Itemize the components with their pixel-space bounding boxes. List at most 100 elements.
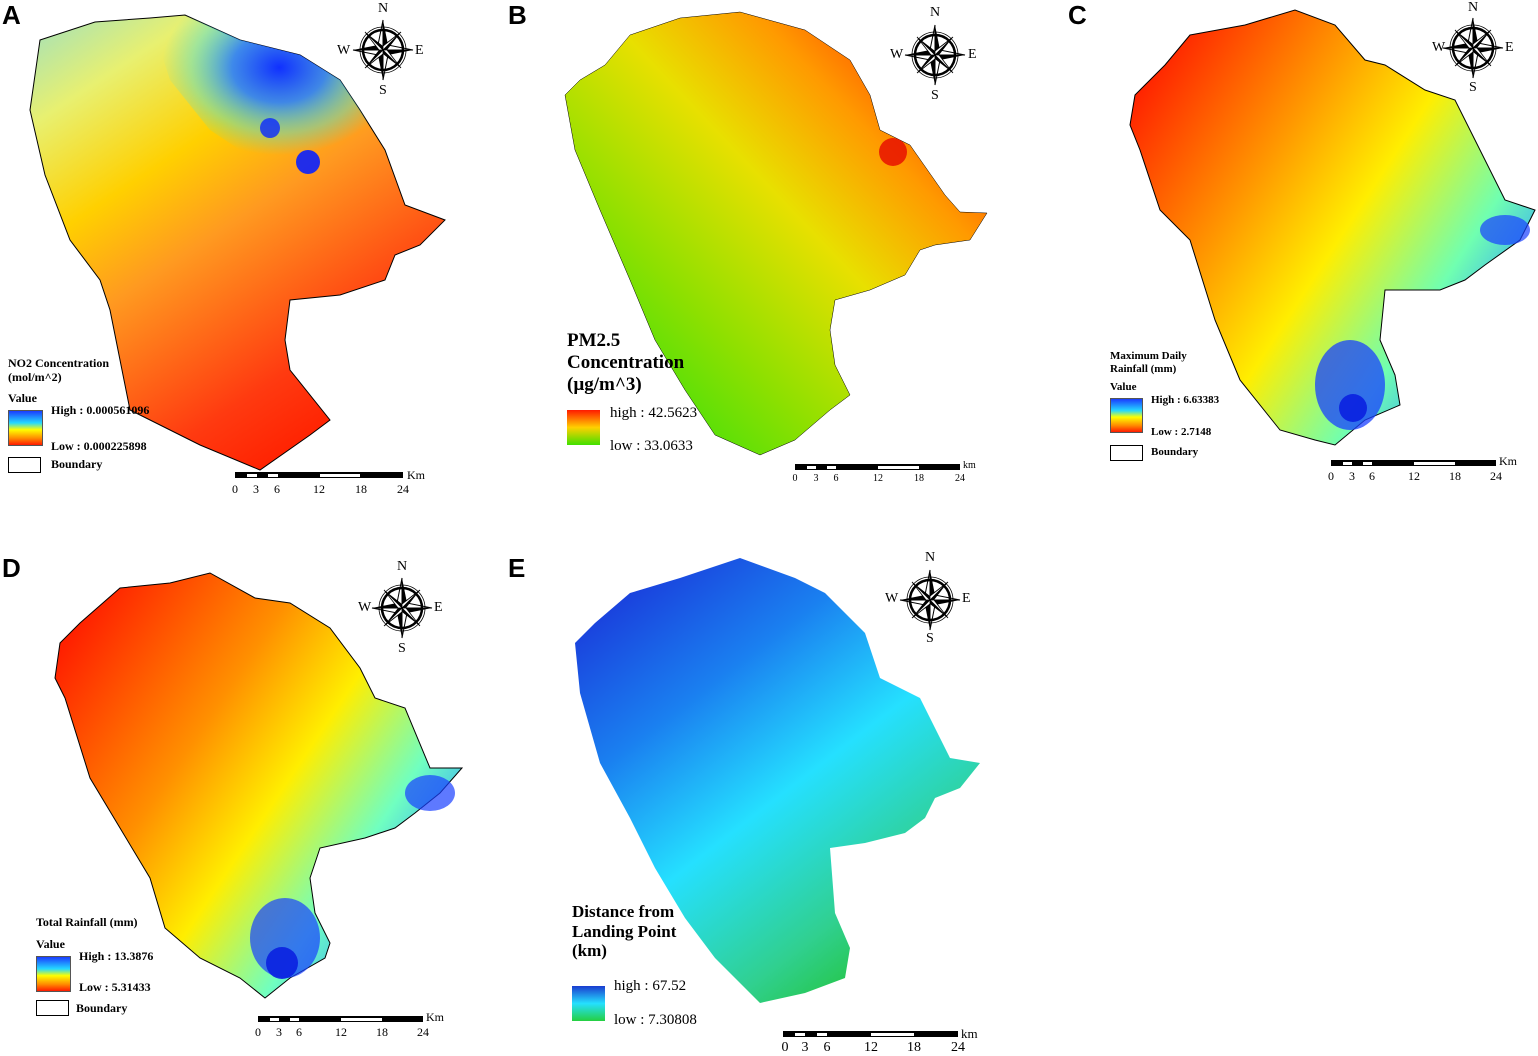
legend-low: Low : 5.31433 xyxy=(79,980,151,994)
scale-tick: 0 xyxy=(232,482,238,496)
compass-e: E xyxy=(968,47,977,62)
scale-bar: 0 3 6 12 18 24 km xyxy=(793,460,985,492)
panel-e: E N S E W Distance from Landing Point (k… xyxy=(505,548,1005,1055)
scale-tick: 3 xyxy=(813,473,819,484)
map-distance-landing-point xyxy=(575,558,980,1003)
compass-w: W xyxy=(337,43,351,58)
scale-tick: 6 xyxy=(296,1025,302,1039)
scale-tick: 12 xyxy=(864,1040,878,1055)
scale-tick: 24 xyxy=(1490,469,1502,483)
scale-unit: Km xyxy=(407,468,425,482)
panel-d: D N S E W Total Rainfall (mm) Value High… xyxy=(0,548,470,1048)
scale-tick: 6 xyxy=(823,1040,831,1055)
scale-tick: 3 xyxy=(276,1025,282,1039)
compass-w: W xyxy=(358,600,372,615)
panel-a: A N S E W NO2 Concentration (mol/m^2) Va… xyxy=(0,0,460,500)
scale-tick: 0 xyxy=(255,1025,261,1039)
legend-title: Distance from Landing Point (km) xyxy=(572,902,677,961)
compass-rose-icon: N S E W xyxy=(885,550,975,648)
scale-bar: 0 3 6 12 18 24 Km xyxy=(255,1010,458,1044)
legend-low: low : 33.0633 xyxy=(610,438,693,454)
scale-tick: 24 xyxy=(951,1040,965,1055)
scale-tick: 12 xyxy=(335,1025,347,1039)
legend-color-ramp xyxy=(567,410,600,445)
panel-c: C N S E W Maximum Daily Rainfall (mm) Va… xyxy=(1065,0,1538,500)
legend-boundary-swatch xyxy=(36,1000,69,1016)
compass-rose-icon: N S E W xyxy=(1430,0,1520,97)
map-max-daily-rainfall xyxy=(1129,9,1536,446)
compass-rose-icon: N S E W xyxy=(335,1,425,98)
compass-n: N xyxy=(925,550,936,565)
legend-low: Low : 0.000225898 xyxy=(51,439,147,453)
scale-tick: 18 xyxy=(355,482,367,496)
panel-label: B xyxy=(508,0,527,30)
legend-color-ramp xyxy=(1110,398,1143,433)
scale-tick: 6 xyxy=(1369,469,1375,483)
scale-tick: 3 xyxy=(253,482,259,496)
legend: Distance from Landing Point (km) high : … xyxy=(572,902,792,1032)
compass-e: E xyxy=(415,43,424,58)
legend: Total Rainfall (mm) Value High : 13.3876… xyxy=(36,915,236,1021)
scale-tick: 3 xyxy=(1349,469,1355,483)
compass-e: E xyxy=(1505,40,1514,55)
legend: Maximum Daily Rainfall (mm) Value High :… xyxy=(1110,350,1310,465)
legend-title: Total Rainfall (mm) xyxy=(36,915,138,929)
scale-bar: 0 3 6 12 18 24 Km xyxy=(1328,454,1531,488)
scale-unit: km xyxy=(963,460,976,471)
scale-unit: Km xyxy=(1499,454,1517,468)
scale-tick: 6 xyxy=(274,482,280,496)
legend-low: Low : 2.7148 xyxy=(1151,426,1212,438)
map-pm25 xyxy=(564,11,988,456)
legend-high: High : 6.63383 xyxy=(1151,394,1220,406)
compass-s: S xyxy=(398,641,406,656)
scale-tick: 18 xyxy=(907,1040,921,1055)
legend-title: Maximum Daily Rainfall (mm) xyxy=(1110,350,1187,375)
compass-n: N xyxy=(397,559,408,574)
scale-tick: 12 xyxy=(873,473,883,484)
map-total-rainfall xyxy=(54,572,464,999)
compass-s: S xyxy=(926,631,934,646)
scale-tick: 6 xyxy=(833,473,839,484)
legend-color-ramp xyxy=(36,956,71,992)
legend-high: High : 13.3876 xyxy=(79,949,154,963)
legend-high: high : 67.52 xyxy=(614,978,687,994)
compass-w: W xyxy=(885,591,899,606)
panel-label: E xyxy=(508,553,526,583)
compass-rose-icon: N S E W xyxy=(890,5,980,105)
legend-value-label: Value xyxy=(36,937,65,951)
compass-s: S xyxy=(379,83,387,98)
compass-e: E xyxy=(434,600,443,615)
scale-unit: Km xyxy=(426,1010,444,1024)
scale-bar: 0 3 6 12 18 24 Km xyxy=(232,468,435,500)
compass-e: E xyxy=(962,591,971,606)
legend-boundary-label: Boundary xyxy=(1151,446,1199,458)
compass-w: W xyxy=(1432,40,1446,55)
panel-b: B N S E W PM2.5 Concentration (µg/m^3) h… xyxy=(505,0,1005,500)
legend-high: high : 42.5623 xyxy=(610,405,698,421)
legend-boundary-label: Boundary xyxy=(76,1001,128,1015)
scale-tick: 24 xyxy=(417,1025,429,1039)
scale-tick: 3 xyxy=(801,1040,809,1055)
scale-tick: 12 xyxy=(313,482,325,496)
legend-boundary-swatch xyxy=(8,457,41,473)
compass-n: N xyxy=(930,5,941,20)
legend-low: low : 7.30808 xyxy=(614,1012,697,1028)
scale-tick: 18 xyxy=(376,1025,388,1039)
scale-tick: 18 xyxy=(1449,469,1461,483)
scale-tick: 18 xyxy=(914,473,924,484)
legend: NO2 Concentration (mol/m^2) Value High :… xyxy=(8,356,208,477)
scale-unit: km xyxy=(961,1026,978,1041)
panel-label: A xyxy=(2,0,21,30)
legend-value-label: Value xyxy=(1110,381,1137,393)
compass-n: N xyxy=(1468,0,1479,15)
panel-label: C xyxy=(1068,0,1087,30)
scale-tick: 24 xyxy=(955,473,965,484)
legend-value-label: Value xyxy=(8,391,37,405)
scale-tick: 12 xyxy=(1408,469,1420,483)
compass-w: W xyxy=(890,47,904,62)
map-no2 xyxy=(29,14,446,471)
compass-n: N xyxy=(378,1,389,16)
legend-color-ramp xyxy=(8,410,43,446)
compass-rose-icon: N S E W xyxy=(357,559,447,656)
legend-boundary-swatch xyxy=(1110,445,1143,461)
